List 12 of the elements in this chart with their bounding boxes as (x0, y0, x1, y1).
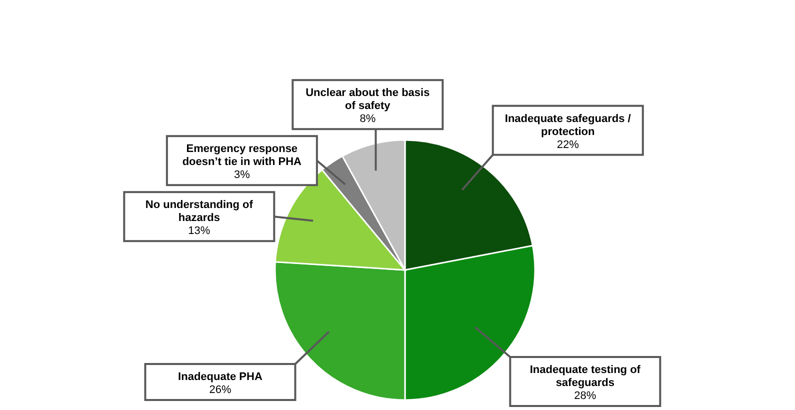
data-label: 22% (556, 138, 580, 151)
data-label: 28% (574, 390, 596, 402)
slice-label: No understanding of hazards (145, 199, 254, 224)
data-label: 3% (234, 169, 250, 182)
slice-label: Inadequate safeguards / protection (504, 112, 631, 138)
data-label: 26% (209, 384, 232, 396)
slice-label: Emergency response doesn’t tie in with PHA (182, 143, 302, 168)
slice-label: Unclear about the basis of safety (306, 87, 430, 112)
data-label: 13% (188, 225, 210, 238)
slice-label: Inadequate testing of safeguards (530, 364, 641, 389)
data-label: 8% (360, 113, 376, 126)
slice-label: Inadequate PHA (178, 370, 262, 383)
